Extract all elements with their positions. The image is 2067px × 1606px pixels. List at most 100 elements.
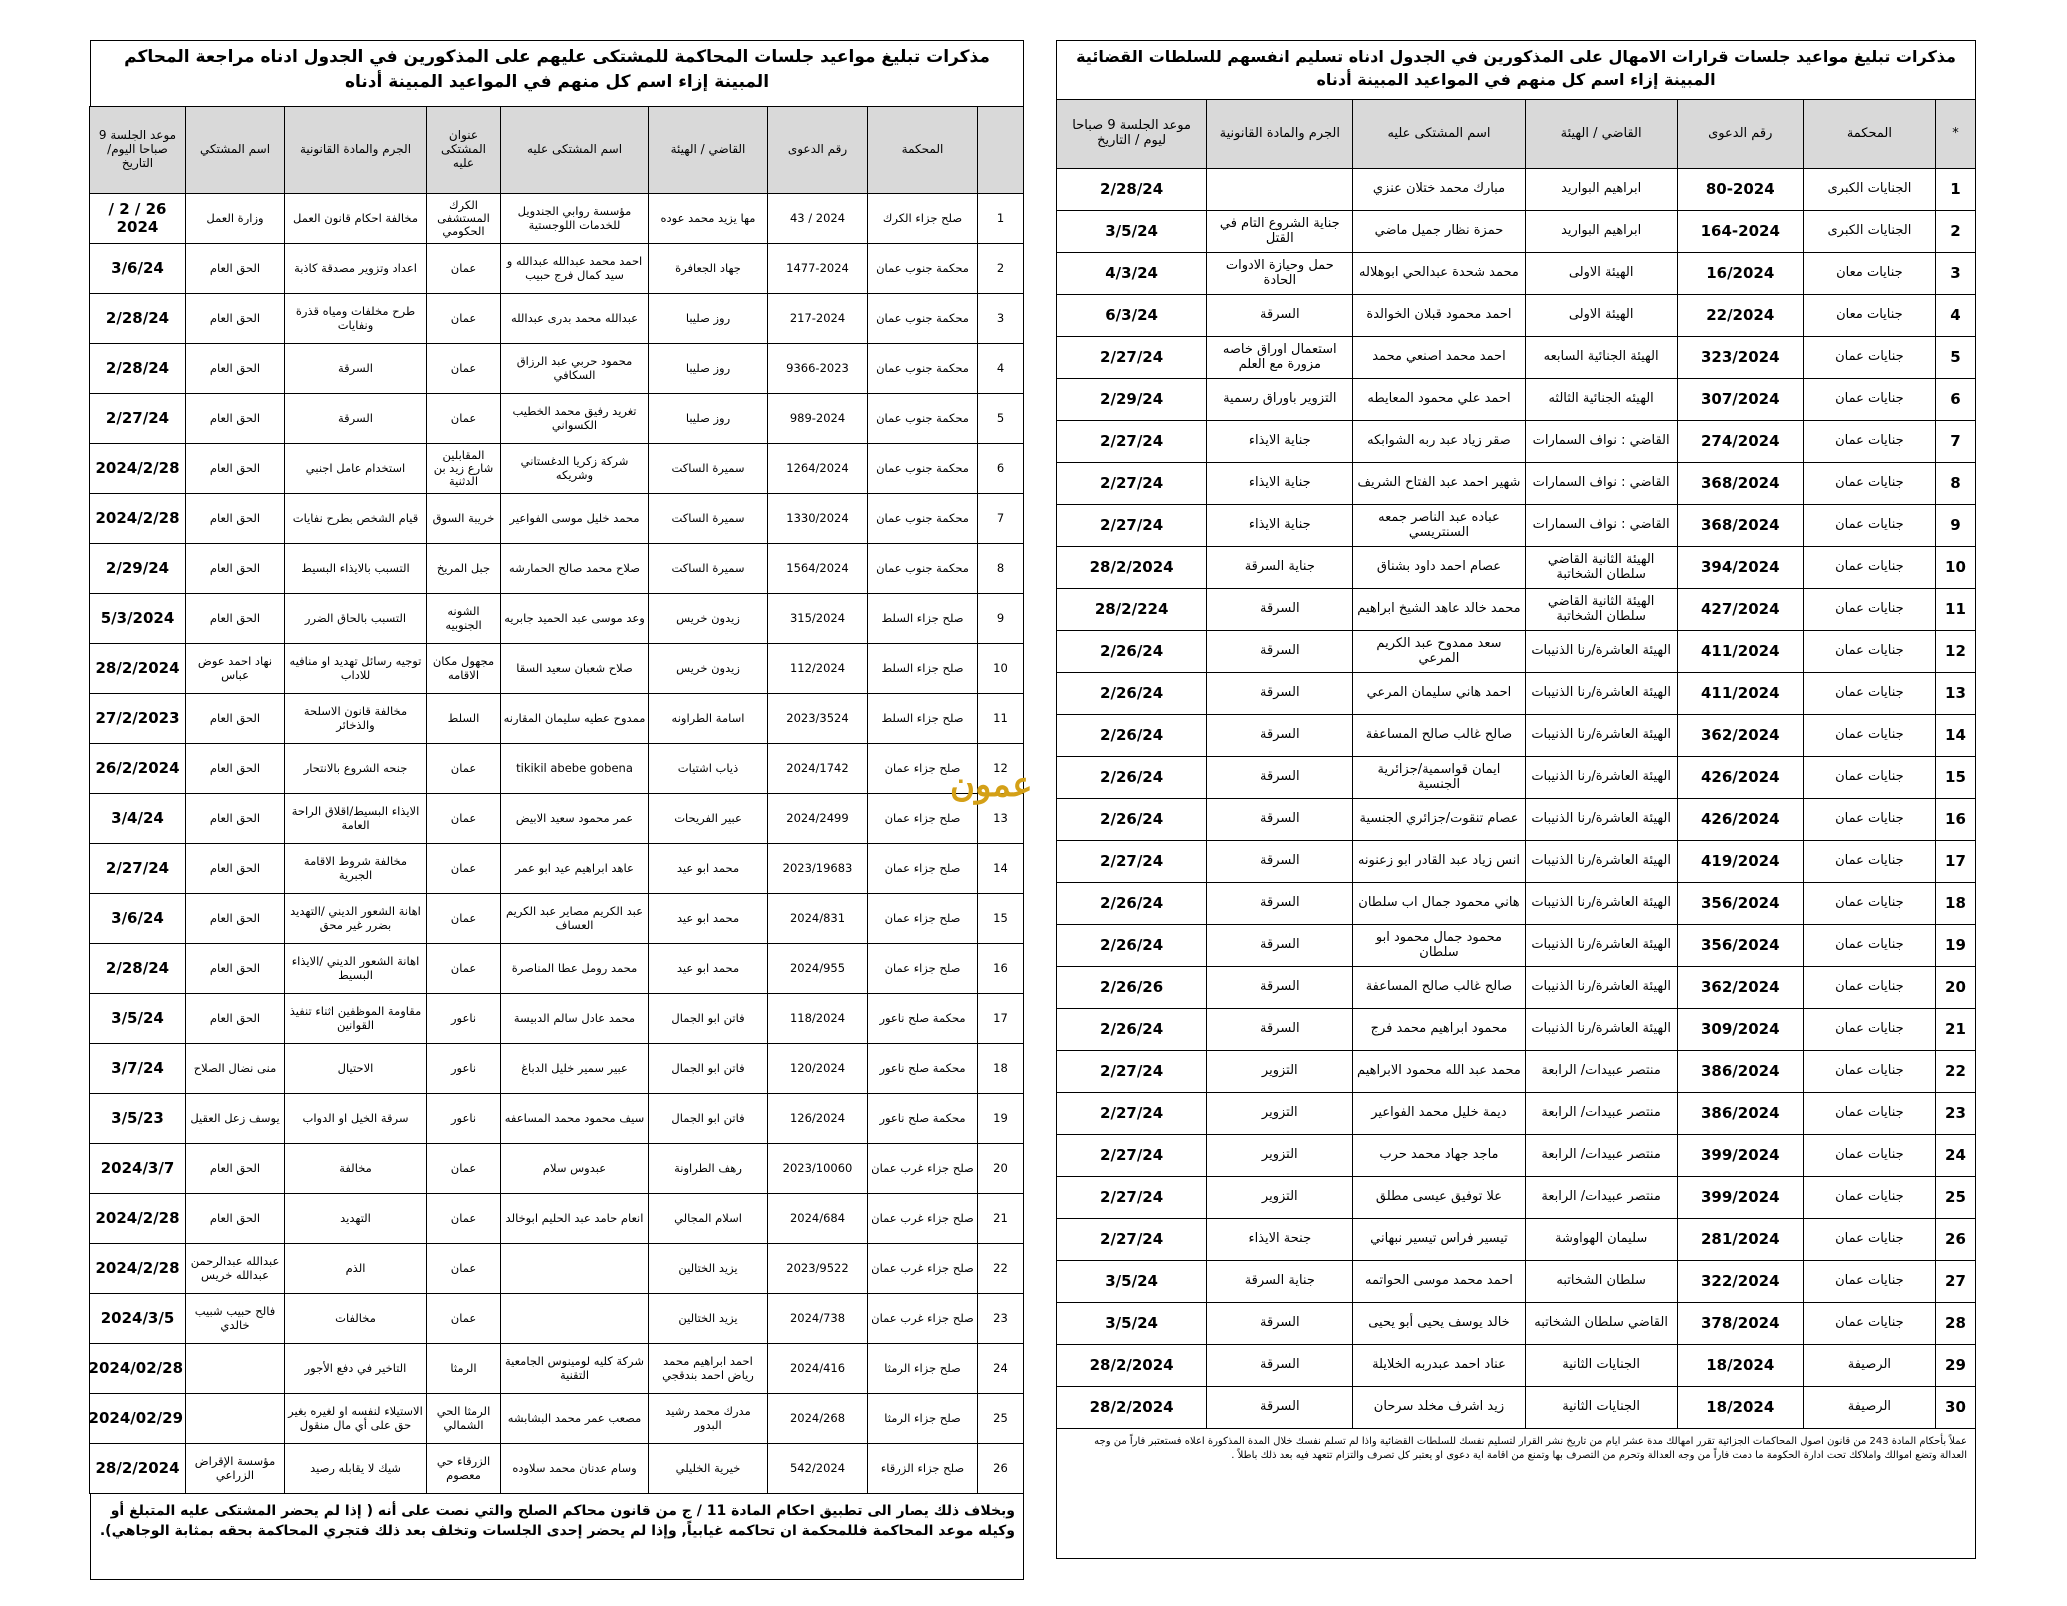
table-cell: منتصر عبيدات/ الرابعة [1524, 1092, 1678, 1135]
table-cell: جنايات معان [1802, 252, 1936, 295]
table-cell: 24 [1934, 1134, 1977, 1177]
table-cell: محمد خالد عاهد الشيخ ابراهيم [1352, 588, 1526, 631]
table-cell: جناية السرقة [1206, 546, 1354, 589]
table-cell: 2/27/24 [1055, 840, 1208, 883]
table-cell: 399/2024 [1676, 1176, 1804, 1219]
table-cell: زيد اشرف مخلد سرحان [1352, 1386, 1526, 1429]
table-cell: جنايات عمان [1802, 588, 1936, 631]
table-cell: 426/2024 [1676, 756, 1804, 799]
table-cell: مصعب عمر محمد البشابشه [500, 1393, 649, 1444]
table-cell: القاضي : نواف السمارات [1524, 420, 1678, 463]
table-cell: 2/26/24 [1055, 672, 1208, 715]
table-cell: جنايات عمان [1802, 672, 1936, 715]
column-header: عنوان المشتكى عليه [426, 106, 501, 194]
table-cell: مبارك محمد ختلان عنزي [1352, 168, 1526, 211]
table-cell: السرقة [1206, 630, 1354, 673]
table-cell: وعد موسى عبد الحميد جابريه [500, 593, 649, 644]
table-cell: اسلام المجالي [648, 1193, 768, 1244]
table-cell: محكمة جنوب عمان [867, 493, 978, 544]
table-cell: 126/2024 [767, 1093, 868, 1144]
table-cell: صلح جزاء غرب عمان [867, 1143, 978, 1194]
table-row: 29 الرصيفة 18/2024 الجنايات الثانية عناد احم… [1055, 1344, 1977, 1387]
table-cell: 10 [977, 643, 1024, 694]
table-cell: الحق العام [185, 793, 285, 844]
table-row: 23 صلح جزاء غرب عمان 2024/738 يزيد الختالين… [89, 1293, 1024, 1344]
table-cell: السرقة [1206, 672, 1354, 715]
table-cell: محمود جمال محمود ابو سلطان [1352, 924, 1526, 967]
table-row: 1 صلح جزاء الكرك 2024 / 43 مها يزيد محمد عو… [89, 193, 1024, 244]
table-cell: عبدالله محمد بدرى عبدالله [500, 293, 649, 344]
table-cell: القاضي : نواف السمارات [1524, 504, 1678, 547]
table-cell: جهاد الجعافرة [648, 243, 768, 294]
table-cell: التسبب بالايذاء البسيط [284, 543, 427, 594]
table-cell: 419/2024 [1676, 840, 1804, 883]
table-cell: الحق العام [185, 1143, 285, 1194]
column-header: اسم المشتكي [185, 106, 285, 194]
table-cell: 18 [977, 1043, 1024, 1094]
table-cell: 15 [1934, 756, 1977, 799]
table-cell: 26 [1934, 1218, 1977, 1261]
table-cell: عمان [426, 393, 501, 444]
table-cell: الحق العام [185, 243, 285, 294]
table-cell: 322/2024 [1676, 1260, 1804, 1303]
table-cell: التزوير [1206, 1134, 1354, 1177]
table-cell: 14 [1934, 714, 1977, 757]
table-row: 2 محكمة جنوب عمان 1477-2024 جهاد الجعافرة اح… [89, 243, 1024, 294]
table-row: 3 محكمة جنوب عمان 217-2024 روز صليبا عبدالله… [89, 293, 1024, 344]
table-cell: 2024/02/28 [89, 1343, 186, 1394]
table-cell: ناعور [426, 1093, 501, 1144]
table-cell: جنايات عمان [1802, 798, 1936, 841]
table-cell: 25 [1934, 1176, 1977, 1219]
table-cell: التزوير باوراق رسمية [1206, 378, 1354, 421]
table-cell: مها يزيد محمد عوده [648, 193, 768, 244]
table-cell: الهيئة العاشرة/رنا الذنيبات [1524, 630, 1678, 673]
table-cell: التزوير [1206, 1176, 1354, 1219]
table-row: 1 الجنايات الكبرى 80-2024 ابراهيم البواريد م… [1055, 168, 1977, 211]
table-cell: محكمة صلح ناعور [867, 993, 978, 1044]
table-cell: الهيئة العاشرة/رنا الذنيبات [1524, 714, 1678, 757]
table-cell: 2 [977, 243, 1024, 294]
table-cell: 6 [1934, 378, 1977, 421]
table-cell: المقابلين شارع زيد بن الدثنية [426, 443, 501, 494]
table-cell: سعد ممدوح عبد الكريم المرعي [1352, 630, 1526, 673]
table-cell: مخالفة احكام قانون العمل [284, 193, 427, 244]
table-cell: 28/2/2024 [1055, 546, 1208, 589]
table-row: 14 جنايات عمان 362/2024 الهيئة العاشرة/رنا … [1055, 714, 1977, 757]
table-cell: جناية الايذاء [1206, 462, 1354, 505]
table-cell: 11 [977, 693, 1024, 744]
table-cell: يوسف زعل العقيل [185, 1093, 285, 1144]
table-cell: مقاومة الموظفين اثناء تنفيذ القوانين [284, 993, 427, 1044]
table-cell: جنايات عمان [1802, 1134, 1936, 1177]
table-cell: الهيئة الاولى [1524, 252, 1678, 295]
table-cell: 2024/02/29 [89, 1393, 186, 1444]
table-cell: محمود ابراهيم محمد فرج [1352, 1008, 1526, 1051]
table-cell: عبدالله عبدالرحمن عبدالله خريس [185, 1243, 285, 1294]
column-header: موعد الجلسة 9 صباحا ليوم / التاريخ [1055, 99, 1208, 169]
table-row: 12 صلح جزاء عمان 2024/1742 ذياب اشتيات tikik… [89, 743, 1024, 794]
table-row: 5 جنايات عمان 323/2024 الهيئة الجنائية السا… [1055, 336, 1977, 379]
table-cell: الجنايات الثانية [1524, 1386, 1678, 1429]
table-cell: الحق العام [185, 1193, 285, 1244]
table-row: 4 محكمة جنوب عمان 9366-2023 روز صليبا محمود … [89, 343, 1024, 394]
table-cell: الحق العام [185, 843, 285, 894]
table-cell: احمد علي محمود المعايطه [1352, 378, 1526, 421]
table-cell: 2/26/24 [1055, 630, 1208, 673]
table-cell: 2/27/24 [1055, 1050, 1208, 1093]
table-cell: 2024/2499 [767, 793, 868, 844]
table-cell: الجنايات الكبرى [1802, 168, 1936, 211]
table-cell: محكمة جنوب عمان [867, 243, 978, 294]
table-row: 27 جنايات عمان 322/2024 سلطان الشخاتبه احمد … [1055, 1260, 1977, 1303]
table-cell: 411/2024 [1676, 630, 1804, 673]
table-cell: عمان [426, 843, 501, 894]
table-cell: ابراهيم البواريد [1524, 210, 1678, 253]
table-cell: الشونه الجنوبيه [426, 593, 501, 644]
table-cell: سميرة الساكت [648, 493, 768, 544]
table-cell: 18 [1934, 882, 1977, 925]
table-row: 28 جنايات عمان 378/2024 القاضي سلطان الشخات… [1055, 1302, 1977, 1345]
table-cell: الحق العام [185, 343, 285, 394]
table-cell: الجنايات الكبرى [1802, 210, 1936, 253]
table-cell: 21 [1934, 1008, 1977, 1051]
table-row: 6 جنايات عمان 307/2024 الهيئه الجنائية الثا… [1055, 378, 1977, 421]
table-cell: الهيئة العاشرة/رنا الذنيبات [1524, 966, 1678, 1009]
table-cell: 25 [977, 1393, 1024, 1444]
